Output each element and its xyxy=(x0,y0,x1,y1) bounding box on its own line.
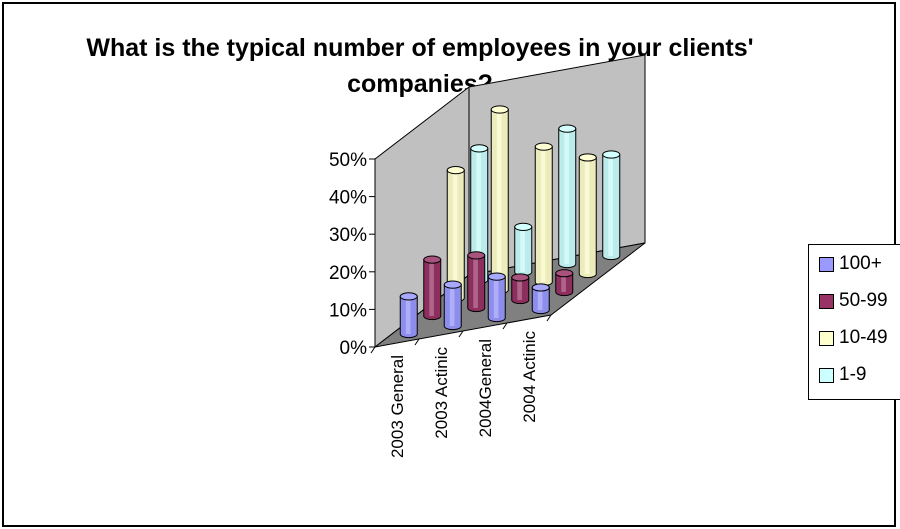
bar xyxy=(534,142,553,287)
x-tick xyxy=(546,314,552,322)
y-tick-label: 50% xyxy=(329,150,367,171)
y-tick-label: 40% xyxy=(329,188,367,209)
legend-item: 1-9 xyxy=(819,364,866,386)
x-category-label: 2003 Actinic xyxy=(432,347,451,439)
legend-label: 1-9 xyxy=(839,364,867,385)
legend-label: 100+ xyxy=(839,253,882,274)
x-category-label: 2004General xyxy=(476,339,495,437)
chart-legend: 100+ 50-99 10-49 1-9 xyxy=(808,244,900,400)
bar xyxy=(578,153,597,279)
x-tick xyxy=(370,346,376,354)
legend-swatch xyxy=(819,367,834,383)
y-tick-label: 20% xyxy=(329,263,367,284)
bar xyxy=(555,269,574,297)
bar xyxy=(487,272,506,323)
x-category-label: 2004 Actinic xyxy=(520,331,539,423)
bar xyxy=(446,166,465,303)
x-tick xyxy=(502,322,508,330)
bar xyxy=(602,150,621,261)
y-tick-label: 0% xyxy=(340,338,368,359)
bar xyxy=(490,105,509,295)
y-tick-label: 10% xyxy=(329,300,367,321)
x-tick xyxy=(414,338,420,346)
bar xyxy=(443,280,462,331)
legend-item: 50-99 xyxy=(819,290,888,312)
legend-label: 10-49 xyxy=(839,327,888,348)
legend-item: 100+ xyxy=(819,253,882,275)
legend-swatch xyxy=(819,330,834,346)
bar xyxy=(531,283,550,315)
bar xyxy=(399,292,418,339)
x-category-label: 2003 General xyxy=(388,355,407,458)
bar xyxy=(558,124,577,269)
legend-swatch xyxy=(819,256,834,272)
legend-swatch xyxy=(819,293,834,309)
bar xyxy=(514,222,533,277)
y-tick-label: 30% xyxy=(329,225,367,246)
bar xyxy=(423,255,442,321)
bar xyxy=(467,251,486,313)
bar xyxy=(511,273,530,305)
legend-label: 50-99 xyxy=(839,290,888,311)
legend-item: 10-49 xyxy=(819,327,888,349)
x-tick xyxy=(458,330,464,338)
